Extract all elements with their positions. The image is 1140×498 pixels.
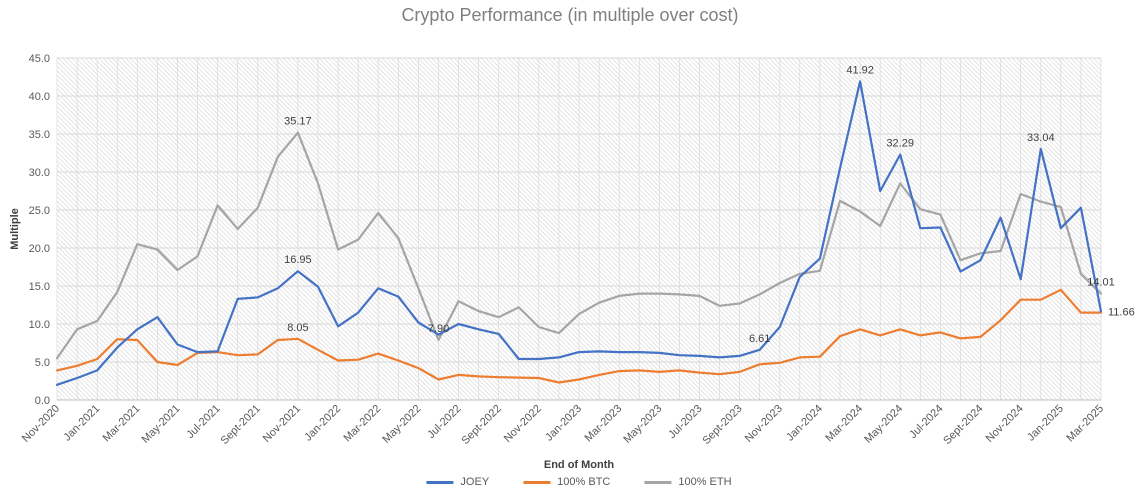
x-tick-label: Nov-2021 xyxy=(261,403,303,445)
data-label: 41.92 xyxy=(846,64,874,76)
x-tick-label: Jan-2024 xyxy=(784,403,825,444)
data-label: 16.95 xyxy=(284,254,312,266)
x-tick-label: Nov-2022 xyxy=(502,403,544,445)
legend-item-100-eth[interactable]: 100% ETH xyxy=(644,476,732,488)
data-label: 35.17 xyxy=(284,116,312,128)
x-tick-label: Jan-2022 xyxy=(302,403,343,444)
data-label: 32.29 xyxy=(886,138,914,150)
x-tick-label: Mar-2022 xyxy=(342,403,384,445)
x-tick-label: May-2021 xyxy=(140,403,183,446)
legend-swatch-joey xyxy=(426,480,454,484)
data-label: 33.04 xyxy=(1027,132,1055,144)
x-tick-label: May-2023 xyxy=(621,403,664,446)
x-tick-label: Nov-2024 xyxy=(984,403,1026,445)
chart-title: Crypto Performance (in multiple over cos… xyxy=(401,5,739,25)
legend: JOEY 100% BTC 100% ETH xyxy=(426,476,732,488)
legend-item-100-btc[interactable]: 100% BTC xyxy=(523,476,610,488)
data-label: 7.90 xyxy=(428,323,449,335)
x-tick-label: May-2024 xyxy=(862,403,905,446)
data-label: 14.01 xyxy=(1087,277,1115,289)
legend-swatch-100-btc xyxy=(523,480,551,484)
x-tick-label: Nov-2023 xyxy=(743,403,785,445)
y-tick-label: 45.0 xyxy=(29,53,50,65)
x-tick-label: Jul-2021 xyxy=(184,403,222,441)
y-tick-label: 0.0 xyxy=(35,395,50,407)
series-line-joey xyxy=(55,80,1103,386)
x-tick-label: Nov-2020 xyxy=(20,403,62,445)
y-tick-label: 20.0 xyxy=(29,243,50,255)
legend-label-joey: JOEY xyxy=(460,476,490,488)
y-tick-label: 40.0 xyxy=(29,91,50,103)
y-tick-label: 15.0 xyxy=(29,281,50,293)
x-tick-label: Mar-2021 xyxy=(101,403,143,445)
x-tick-label: Sept-2021 xyxy=(219,403,263,447)
data-label: 6.61 xyxy=(749,333,770,345)
legend-label-100-btc: 100% BTC xyxy=(557,476,611,488)
data-label: 11.66 xyxy=(1108,306,1135,318)
x-tick-label: Mar-2024 xyxy=(823,403,865,445)
x-tick-label: Jul-2024 xyxy=(907,403,945,441)
x-tick-label: Jan-2023 xyxy=(543,403,584,444)
legend-swatch-100-eth xyxy=(644,480,672,484)
x-tick-label: Jan-2021 xyxy=(61,403,102,444)
legend-label-100-eth: 100% ETH xyxy=(678,476,732,488)
x-tick-label: Mar-2023 xyxy=(583,403,625,445)
data-label: 8.05 xyxy=(287,322,308,334)
x-tick-label: Jul-2023 xyxy=(666,403,704,441)
x-tick-label: Sept-2023 xyxy=(700,403,744,447)
x-tick-label: Sept-2024 xyxy=(941,403,985,447)
x-tick-label: May-2022 xyxy=(380,403,423,446)
x-tick-label: Jan-2025 xyxy=(1025,403,1066,444)
legend-item-joey[interactable]: JOEY xyxy=(426,476,489,488)
x-tick-label: Jul-2022 xyxy=(425,403,463,441)
x-tick-label: Sept-2022 xyxy=(459,403,503,447)
series-line-100-btc xyxy=(55,288,1103,384)
y-tick-label: 30.0 xyxy=(29,167,50,179)
y-tick-label: 35.0 xyxy=(29,129,50,141)
x-axis-title: End of Month xyxy=(543,459,615,471)
y-tick-label: 10.0 xyxy=(29,319,50,331)
x-tick-label: Mar-2025 xyxy=(1064,403,1106,445)
series-line-100-eth xyxy=(55,131,1103,360)
y-tick-label: 25.0 xyxy=(29,205,50,217)
y-tick-label: 5.0 xyxy=(35,357,50,369)
